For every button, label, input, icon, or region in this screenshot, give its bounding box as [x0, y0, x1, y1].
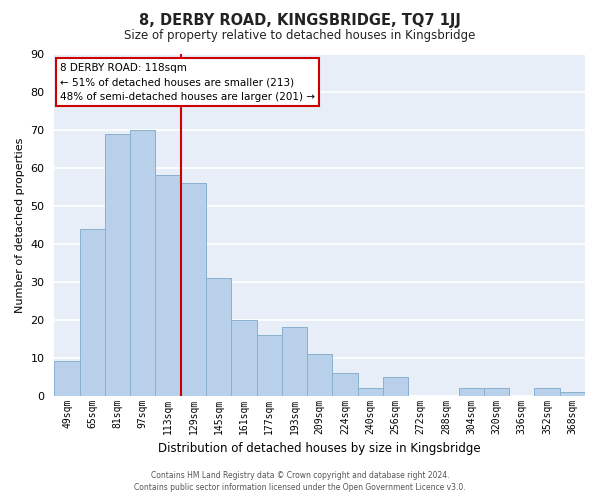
X-axis label: Distribution of detached houses by size in Kingsbridge: Distribution of detached houses by size …	[158, 442, 481, 455]
Bar	[206, 278, 231, 396]
Bar	[80, 228, 105, 396]
Bar	[105, 134, 130, 396]
Bar	[181, 183, 206, 396]
Bar	[560, 392, 585, 396]
Text: Size of property relative to detached houses in Kingsbridge: Size of property relative to detached ho…	[124, 29, 476, 42]
Bar	[383, 376, 408, 396]
Y-axis label: Number of detached properties: Number of detached properties	[15, 137, 25, 312]
Bar	[332, 373, 358, 396]
Bar	[231, 320, 257, 396]
Bar	[458, 388, 484, 396]
Text: 8 DERBY ROAD: 118sqm
← 51% of detached houses are smaller (213)
48% of semi-deta: 8 DERBY ROAD: 118sqm ← 51% of detached h…	[60, 62, 315, 102]
Bar	[130, 130, 155, 396]
Bar	[484, 388, 509, 396]
Bar	[155, 176, 181, 396]
Bar	[55, 362, 80, 396]
Bar	[358, 388, 383, 396]
Bar	[282, 328, 307, 396]
Text: 8, DERBY ROAD, KINGSBRIDGE, TQ7 1JJ: 8, DERBY ROAD, KINGSBRIDGE, TQ7 1JJ	[139, 12, 461, 28]
Bar	[257, 335, 282, 396]
Bar	[535, 388, 560, 396]
Bar	[307, 354, 332, 396]
Text: Contains HM Land Registry data © Crown copyright and database right 2024.
Contai: Contains HM Land Registry data © Crown c…	[134, 471, 466, 492]
